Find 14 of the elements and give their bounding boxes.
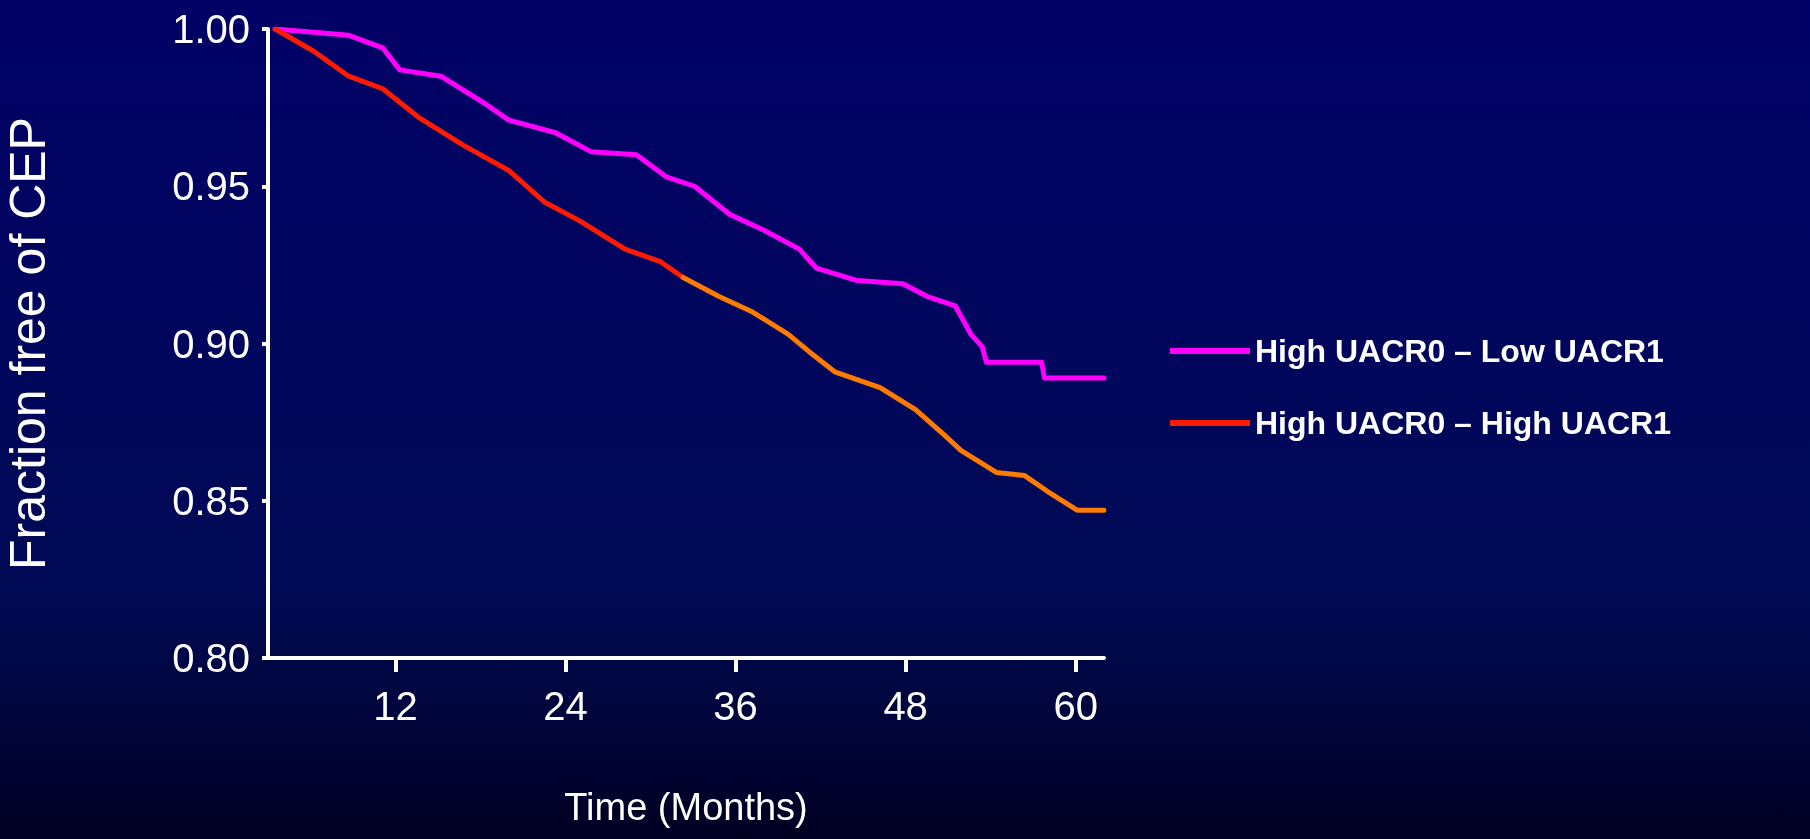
- legend-label: High UACR0 – Low UACR1: [1255, 333, 1664, 369]
- legend-label: High UACR0 – High UACR1: [1255, 405, 1672, 441]
- y-tick-label: 0.85: [172, 478, 250, 523]
- x-axis-title: Time (Months): [564, 786, 808, 828]
- x-tick-label: 12: [373, 684, 418, 728]
- x-tick-label: 24: [543, 684, 588, 728]
- x-tick-label: 36: [713, 684, 758, 728]
- y-tick-label: 0.90: [172, 321, 250, 366]
- y-axis-title: Fraction free of CEP: [0, 117, 56, 570]
- x-tick-label: 48: [883, 684, 928, 728]
- y-tick-label: 1.00: [172, 7, 250, 51]
- x-tick-label: 60: [1053, 684, 1098, 728]
- y-tick-label: 0.80: [172, 636, 250, 680]
- y-tick-label: 0.95: [172, 164, 250, 209]
